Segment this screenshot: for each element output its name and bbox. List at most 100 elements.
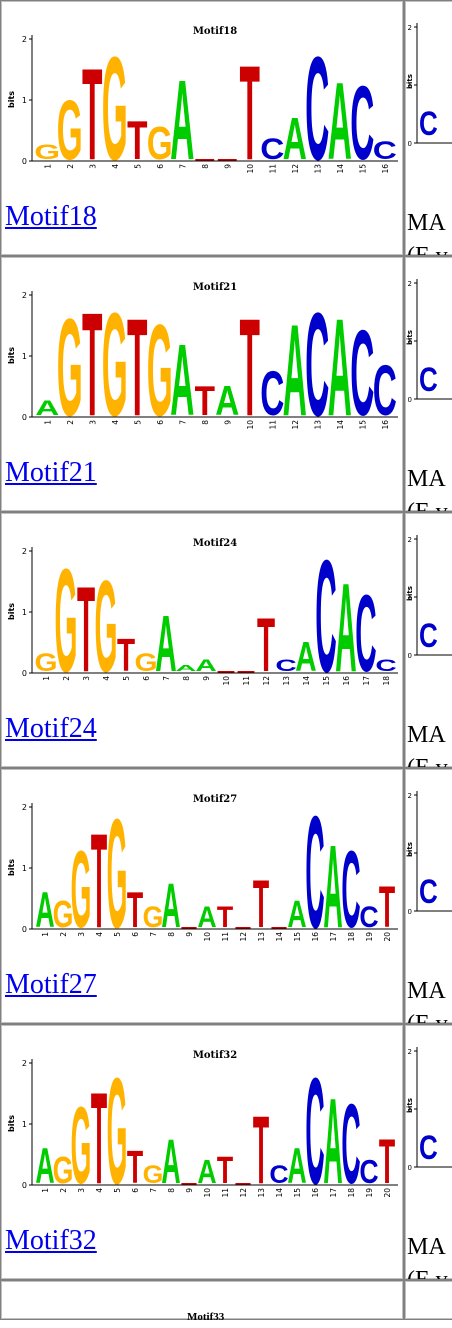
position-label: 9 <box>185 932 194 937</box>
position-label: 10 <box>222 676 231 686</box>
mini-tick-label: 2 <box>408 536 412 544</box>
mini-tick-label: 0 <box>408 652 412 660</box>
match-label: MA (E v <box>407 1231 448 1280</box>
mini-tick-label: 2 <box>408 792 412 800</box>
logo-letter: G <box>94 554 117 688</box>
logo-letter: G <box>147 299 173 432</box>
position-label: 9 <box>185 1188 194 1193</box>
position-label: 5 <box>133 420 142 425</box>
logo-letter: G <box>102 281 128 432</box>
position-label: 7 <box>149 1188 158 1193</box>
logo-letter: C <box>375 657 396 676</box>
y-axis-label: bits <box>7 91 16 108</box>
logo-letter: G <box>147 117 173 170</box>
motif-cell: Motif32 0 1 2 bits 1 A 2 G 3 G 4 T 5 G 6 T 7 G 8 A 9 10 A 11 T 12 1… <box>0 1024 404 1280</box>
motif-link[interactable]: Motif27 <box>5 969 97 1000</box>
logo-letter: G <box>53 1149 74 1192</box>
position-label: 12 <box>291 420 300 430</box>
match-cell: 0 1 2 bits C MA (E v <box>404 256 452 512</box>
position-label: 4 <box>111 164 120 169</box>
position-label: 13 <box>257 932 266 942</box>
position-label: 3 <box>77 932 86 937</box>
y-axis-label: bits <box>7 1115 16 1132</box>
position-label: 9 <box>223 420 232 425</box>
logo-letter: C <box>275 657 296 676</box>
position-label: 1 <box>43 164 52 169</box>
match-evalue: (E v <box>407 1011 448 1024</box>
logo-letter: C <box>260 358 284 429</box>
logo-letter: A <box>328 62 352 176</box>
match-logo: 0 1 2 bits C <box>406 535 452 660</box>
logo-letter: T <box>127 291 147 432</box>
motif-row: Motif18 0 1 2 bits 1 G 2 G 3 T 4 G 5 T 6 G 7 A 8 9 10 T 11 C 12 A 1… <box>0 0 452 256</box>
position-label: 6 <box>131 1188 140 1193</box>
logo-stack <box>217 159 237 161</box>
logo-letter: A <box>323 822 342 944</box>
position-label: 13 <box>313 420 322 430</box>
position-label: 9 <box>202 676 211 681</box>
position-label: 8 <box>201 420 210 425</box>
position-label: 16 <box>342 676 351 686</box>
logo-letter: T <box>379 874 395 940</box>
position-label: 11 <box>242 676 251 686</box>
mini-logo-letter: C <box>419 874 438 911</box>
logo-letter: C <box>305 25 329 176</box>
position-label: 5 <box>113 932 122 937</box>
logo-letter: G <box>54 538 77 688</box>
logo-letter: A <box>175 663 197 673</box>
position-label: 12 <box>262 676 271 686</box>
match-evalue: (E v <box>407 755 448 768</box>
position-label: 6 <box>131 932 140 937</box>
position-label: 3 <box>77 1188 86 1193</box>
position-label: 14 <box>336 420 345 430</box>
match-id: MA <box>407 466 446 492</box>
motif-cell: Motif27 0 1 2 bits 1 A 2 G 3 G 4 T 5 G 6 T 7 G 8 A 9 10 A 11 T 12 1… <box>0 768 404 1024</box>
motif-row: Motif27 0 1 2 bits 1 A 2 G 3 G 4 T 5 G 6 T 7 G 8 A 9 10 A 11 T 12 1… <box>0 768 452 1024</box>
position-label: 9 <box>223 164 232 169</box>
position-label: 6 <box>156 164 165 169</box>
position-label: 16 <box>311 1188 320 1198</box>
logo-letter: A <box>155 598 176 688</box>
logo-letter: T <box>127 881 144 939</box>
motif-link[interactable]: Motif32 <box>5 1225 97 1256</box>
logo-letter: A <box>197 1154 216 1191</box>
position-label: 16 <box>381 420 390 430</box>
logo-letter: A <box>35 396 59 419</box>
position-label: 8 <box>167 1188 176 1193</box>
logo-letter: A <box>161 1127 180 1197</box>
motif-row-partial: Motif33 <box>0 1280 452 1323</box>
match-evalue: (E v <box>407 1267 448 1280</box>
logo-letter: C <box>373 350 397 431</box>
position-label: 13 <box>257 1188 266 1198</box>
logo-letter: A <box>170 324 194 432</box>
logo-title: Motif18 <box>193 26 237 37</box>
motif-link[interactable]: Motif24 <box>5 713 97 744</box>
logo-letter: G <box>71 1084 92 1200</box>
match-logo: 0 1 2 bits C <box>406 1047 452 1172</box>
motif-link[interactable]: Motif21 <box>5 457 97 488</box>
position-label: 3 <box>88 420 97 425</box>
motif-row: Motif32 0 1 2 bits 1 A 2 G 3 G 4 T 5 G 6 T 7 G 8 A 9 10 A 11 T 12 1… <box>0 1024 452 1280</box>
position-label: 12 <box>291 164 300 174</box>
match-cell: 0 1 2 bits C MA (E v <box>404 768 452 1024</box>
mini-logo-letter: C <box>419 362 438 399</box>
position-label: 3 <box>88 164 97 169</box>
motif-link[interactable]: Motif18 <box>5 201 97 232</box>
mini-y-label: bits <box>406 330 414 345</box>
position-label: 10 <box>203 932 212 942</box>
mini-tick-label: 1 <box>408 594 412 602</box>
position-label: 15 <box>293 932 302 942</box>
mini-tick-label: 0 <box>408 140 412 148</box>
motif-row: Motif24 0 1 2 bits 1 G 2 G 3 T 4 G 5 T 6 G 7 A 8 A 9 A 10 11 12 T 1… <box>0 512 452 768</box>
logo-letter: G <box>107 789 128 944</box>
position-label: 15 <box>322 676 331 686</box>
logo-letter: G <box>143 901 164 933</box>
logo-letter: G <box>102 25 128 176</box>
position-label: 8 <box>167 932 176 937</box>
y-tick-label: 2 <box>22 803 27 812</box>
